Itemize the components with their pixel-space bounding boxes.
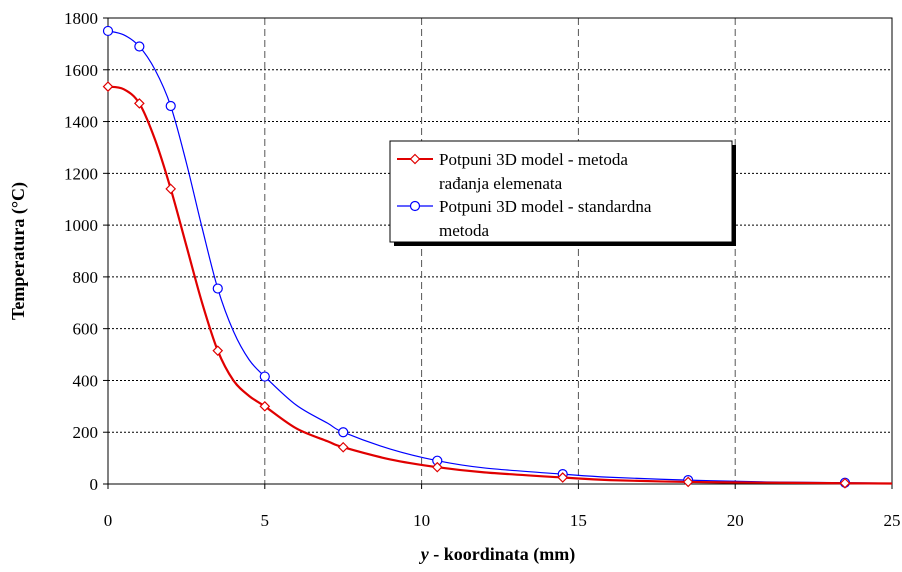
data-point-diamond bbox=[259, 400, 271, 412]
legend-entry-red-line1: Potpuni 3D model - metoda bbox=[439, 150, 628, 169]
data-point-circle bbox=[134, 41, 145, 52]
grid-lines bbox=[108, 18, 892, 484]
series-layer bbox=[102, 25, 893, 489]
data-point-diamond bbox=[165, 183, 177, 195]
legend-entry-blue-line2: metoda bbox=[439, 221, 489, 240]
x-axis-title-rest: - koordinata (mm) bbox=[429, 544, 576, 565]
data-point-circle bbox=[338, 427, 349, 438]
y-tick-label: 600 bbox=[73, 320, 99, 339]
y-tick-label: 1800 bbox=[64, 9, 98, 28]
legend-marker-circle bbox=[409, 200, 421, 212]
y-tick-label: 1200 bbox=[64, 164, 98, 183]
series-line-1 bbox=[107, 30, 893, 484]
legend: Potpuni 3D model - metoda rađanja elemen… bbox=[389, 140, 736, 246]
y-tick-label: 1000 bbox=[64, 216, 98, 235]
data-point-diamond bbox=[557, 472, 569, 483]
series-0 bbox=[102, 81, 893, 489]
x-tick-label: 25 bbox=[884, 511, 901, 530]
y-tick-label: 200 bbox=[73, 423, 99, 442]
data-point-circle bbox=[259, 371, 270, 382]
data-point-circle bbox=[212, 283, 223, 294]
y-tick-label: 1600 bbox=[64, 61, 98, 80]
x-tick-label: 0 bbox=[104, 511, 113, 530]
data-point-diamond bbox=[212, 345, 224, 357]
plot-area-frame bbox=[107, 17, 893, 485]
series-line-0 bbox=[107, 85, 893, 485]
data-point-diamond bbox=[431, 461, 443, 473]
legend-entry-blue-line1: Potpuni 3D model - standardna bbox=[439, 197, 652, 216]
legend-marker-diamond bbox=[409, 153, 421, 165]
data-point-diamond bbox=[682, 476, 694, 488]
y-tick-label: 0 bbox=[90, 475, 99, 494]
x-tick-label: 20 bbox=[727, 511, 744, 530]
legend-box bbox=[389, 140, 733, 243]
y-tick-label: 800 bbox=[73, 268, 99, 287]
legend-entry-red-line2: rađanja elemenata bbox=[439, 174, 563, 193]
y-tick-label: 1400 bbox=[64, 113, 98, 132]
data-point-diamond bbox=[839, 477, 851, 489]
y-tick-label: 400 bbox=[73, 371, 99, 390]
data-point-diamond bbox=[337, 441, 349, 453]
x-tick-label: 15 bbox=[570, 511, 587, 530]
data-point-circle bbox=[165, 100, 176, 112]
data-point-circle bbox=[102, 25, 114, 37]
y-axis-title: Temperatura (°C) bbox=[8, 182, 29, 320]
data-point-diamond bbox=[102, 81, 114, 92]
x-tick-label: 5 bbox=[261, 511, 270, 530]
x-axis-variable: y bbox=[419, 544, 430, 564]
x-axis-title: y - koordinata (mm) bbox=[419, 544, 576, 565]
x-tick-label: 10 bbox=[413, 511, 430, 530]
axis-ticks: 0 200 400 600 800 1000 1200 1400 1600 1800 0 5 10 15 2… bbox=[64, 9, 901, 530]
series-1 bbox=[102, 25, 893, 488]
data-point-diamond bbox=[134, 98, 145, 109]
